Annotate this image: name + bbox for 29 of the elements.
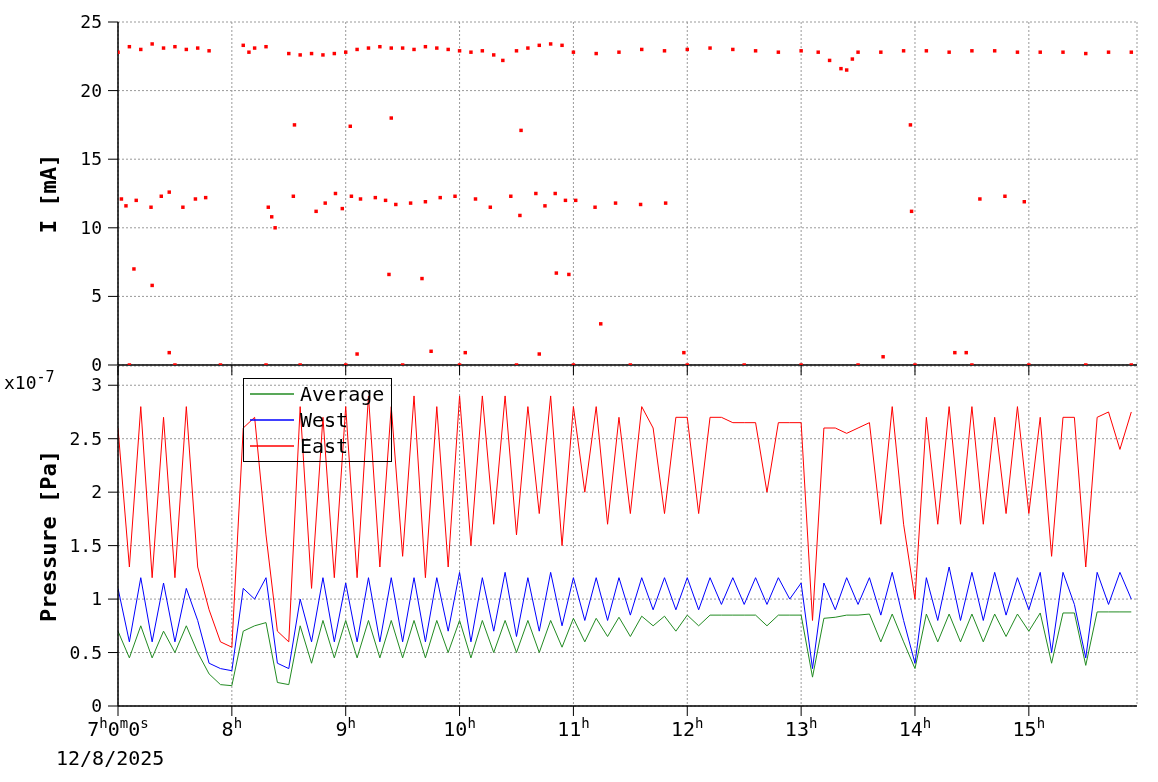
y-tick-label: 15 bbox=[80, 148, 102, 170]
line-series bbox=[118, 566, 1132, 672]
y-tick-label: 1 bbox=[91, 588, 102, 610]
y-axis-title: Pressure [Pa] bbox=[35, 449, 61, 623]
y-tick-label: 0.5 bbox=[69, 641, 102, 663]
text: x10$^{-7}$ bbox=[4, 368, 55, 393]
y-tick-label: 0 bbox=[91, 695, 102, 716]
text: 12/8/2025 bbox=[56, 746, 165, 770]
y-tick-label: 0 bbox=[91, 354, 102, 375]
y-tick-label: 2 bbox=[91, 481, 102, 503]
x-tick-label: 7$^{h}$0$^{m}$0$^{s}$ bbox=[87, 715, 149, 741]
y-tick-label: 25 bbox=[80, 11, 102, 32]
y-tick-label: 10 bbox=[80, 216, 102, 238]
x-tick-label: 10$^{h}$ bbox=[443, 715, 476, 741]
x-tick-label: 8$^{h}$ bbox=[221, 715, 243, 741]
y-tick-label: 2.5 bbox=[69, 427, 102, 449]
y-tick-label: 1.5 bbox=[69, 534, 102, 556]
y-tick-label: 5 bbox=[91, 285, 102, 307]
x-tick-label: 9$^{h}$ bbox=[335, 715, 356, 741]
y-tick-label: 20 bbox=[80, 79, 102, 101]
y-tick-label: 3 bbox=[91, 374, 102, 396]
x-tick-label: 11$^{h}$ bbox=[557, 715, 590, 741]
x-tick-label: 12$^{h}$ bbox=[671, 715, 704, 741]
y-axis-title: I [mA] bbox=[35, 153, 61, 234]
x-tick-label: 15$^{h}$ bbox=[1012, 715, 1046, 741]
legend-label: Average bbox=[300, 382, 385, 406]
line-series bbox=[118, 611, 1132, 687]
x-tick-label: 13$^{h}$ bbox=[784, 715, 818, 741]
x-tick-label: 14$^{h}$ bbox=[898, 715, 932, 741]
